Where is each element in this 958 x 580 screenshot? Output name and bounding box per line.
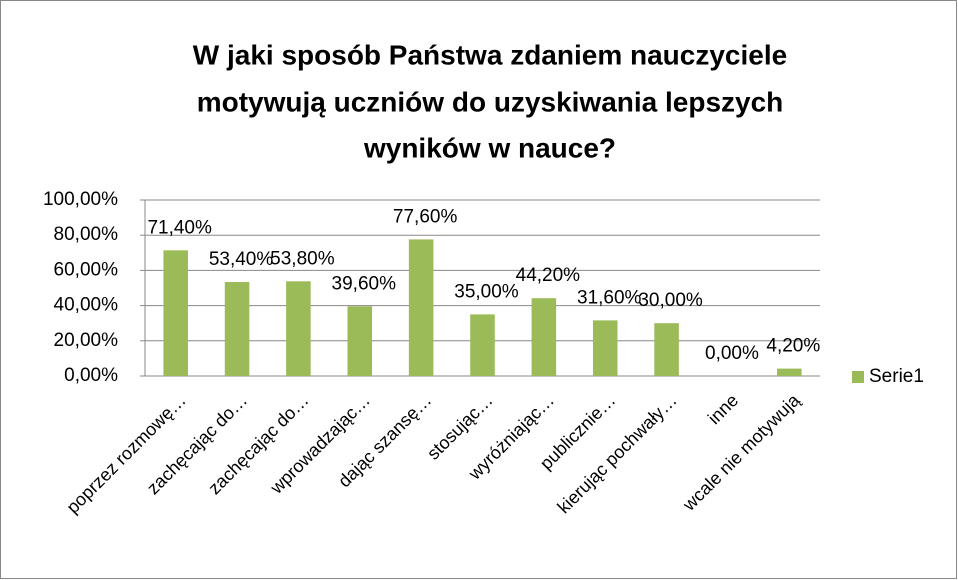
data-label: 44,20% xyxy=(516,265,581,286)
data-label: 77,60% xyxy=(393,206,458,227)
bar xyxy=(470,314,495,376)
y-tick-label: 60,00% xyxy=(54,259,119,280)
bar xyxy=(592,320,618,376)
data-label: 31,60% xyxy=(577,287,642,308)
legend-label: Serie1 xyxy=(869,366,924,387)
bar xyxy=(654,323,679,376)
y-tick-label: 20,00% xyxy=(54,330,119,351)
data-label: 4,20% xyxy=(766,336,820,357)
y-tick-label: 40,00% xyxy=(54,295,119,316)
chart-title: wyników w nauce? xyxy=(363,132,616,163)
data-label: 30,00% xyxy=(638,290,703,311)
y-tick-label: 80,00% xyxy=(54,224,119,245)
bar xyxy=(163,250,188,376)
data-label: 0,00% xyxy=(705,343,759,364)
data-label: 39,60% xyxy=(332,273,397,294)
legend-swatch xyxy=(852,371,864,383)
data-label: 35,00% xyxy=(454,281,519,302)
y-tick-label: 0,00% xyxy=(64,365,118,386)
y-tick-label: 100,00% xyxy=(43,189,118,210)
bar xyxy=(408,239,434,376)
chart-title: motywują uczniów do uzyskiwania lepszych xyxy=(197,86,784,117)
data-label: 53,40% xyxy=(209,249,274,270)
bar xyxy=(347,306,373,376)
chart-title: W jaki sposób Państwa zdaniem nauczyciel… xyxy=(193,39,787,70)
bar xyxy=(286,281,311,376)
bar xyxy=(531,298,557,376)
bar xyxy=(777,368,802,376)
bar xyxy=(224,282,250,376)
data-label: 71,40% xyxy=(147,217,212,238)
data-label: 53,80% xyxy=(270,248,335,269)
